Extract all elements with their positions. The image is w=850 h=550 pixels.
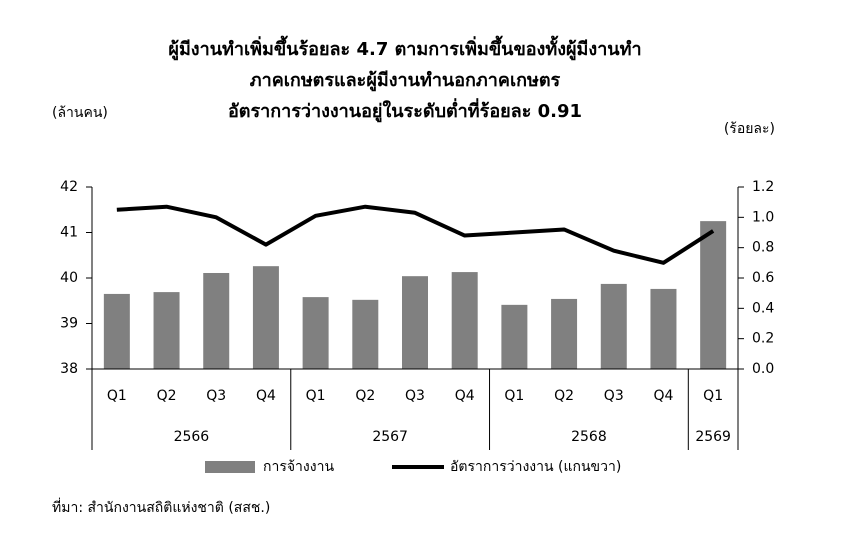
y2-tick-label: 0.2 bbox=[752, 331, 774, 347]
x-tick-label: Q1 bbox=[306, 388, 326, 404]
y2-tick-label: 0.4 bbox=[752, 300, 774, 316]
source-note: ที่มา: สำนักงานสถิติแห่งชาติ (สสช.) bbox=[52, 498, 270, 516]
x-tick-label: Q2 bbox=[554, 388, 574, 404]
bar bbox=[600, 283, 627, 369]
bar bbox=[700, 221, 727, 369]
x-tick-label: Q3 bbox=[604, 388, 624, 404]
y-tick-label: 42 bbox=[60, 179, 78, 195]
bar bbox=[153, 292, 180, 369]
y2-tick-label: 1.0 bbox=[752, 209, 774, 225]
x-tick-label: Q2 bbox=[157, 388, 177, 404]
bar bbox=[252, 266, 279, 369]
y-tick-label: 38 bbox=[60, 361, 78, 377]
legend-label: อัตราการว่างงาน (แกนขวา) bbox=[450, 459, 621, 475]
chart-title: ผู้มีงานทำเพิ่มขึ้นร้อยละ 4.7 ตามการเพิ่… bbox=[168, 35, 641, 61]
group-label: 2568 bbox=[571, 429, 607, 445]
group-label: 2567 bbox=[372, 429, 408, 445]
x-tick-label: Q1 bbox=[504, 388, 524, 404]
bar bbox=[203, 272, 230, 369]
line bbox=[116, 204, 715, 265]
y2-tick-label: 0.6 bbox=[752, 270, 774, 286]
group-label: 2569 bbox=[695, 429, 731, 445]
x-tick-label: Q3 bbox=[206, 388, 226, 404]
bar bbox=[551, 298, 578, 369]
y-tick-label: 41 bbox=[60, 225, 78, 241]
legend-swatch bbox=[205, 461, 255, 473]
x-tick-label: Q3 bbox=[405, 388, 425, 404]
y2-axis-label: (ร้อยละ) bbox=[724, 121, 775, 137]
y2-tick-label: 0.8 bbox=[752, 240, 774, 256]
bar bbox=[402, 276, 428, 369]
y2-tick-label: 1.2 bbox=[752, 179, 774, 195]
bar bbox=[302, 297, 329, 369]
x-tick-label: Q1 bbox=[107, 388, 127, 404]
x-tick-label: Q4 bbox=[653, 388, 673, 404]
y-axis-label: (ล้านคน) bbox=[52, 105, 108, 121]
legend-label: การจ้างงาน bbox=[263, 459, 334, 475]
y2-tick-label: 0.0 bbox=[752, 361, 774, 377]
group-label: 2566 bbox=[174, 429, 210, 445]
bar bbox=[103, 293, 130, 369]
bar bbox=[352, 299, 379, 369]
bar bbox=[451, 272, 478, 369]
x-tick-label: Q2 bbox=[355, 388, 375, 404]
x-tick-label: Q1 bbox=[703, 388, 723, 404]
y-tick-label: 39 bbox=[60, 316, 78, 332]
x-tick-label: Q4 bbox=[256, 388, 276, 404]
x-tick-label: Q4 bbox=[455, 388, 475, 404]
bar bbox=[501, 304, 528, 369]
chart-title: อัตราการว่างงานอยู่ในระดับต่ำที่ร้อยละ 0… bbox=[228, 98, 582, 123]
chart-title: ภาคเกษตรและผู้มีงานทำนอกภาคเกษตร bbox=[250, 70, 561, 92]
y-tick-label: 40 bbox=[60, 270, 78, 286]
bar bbox=[650, 288, 677, 369]
